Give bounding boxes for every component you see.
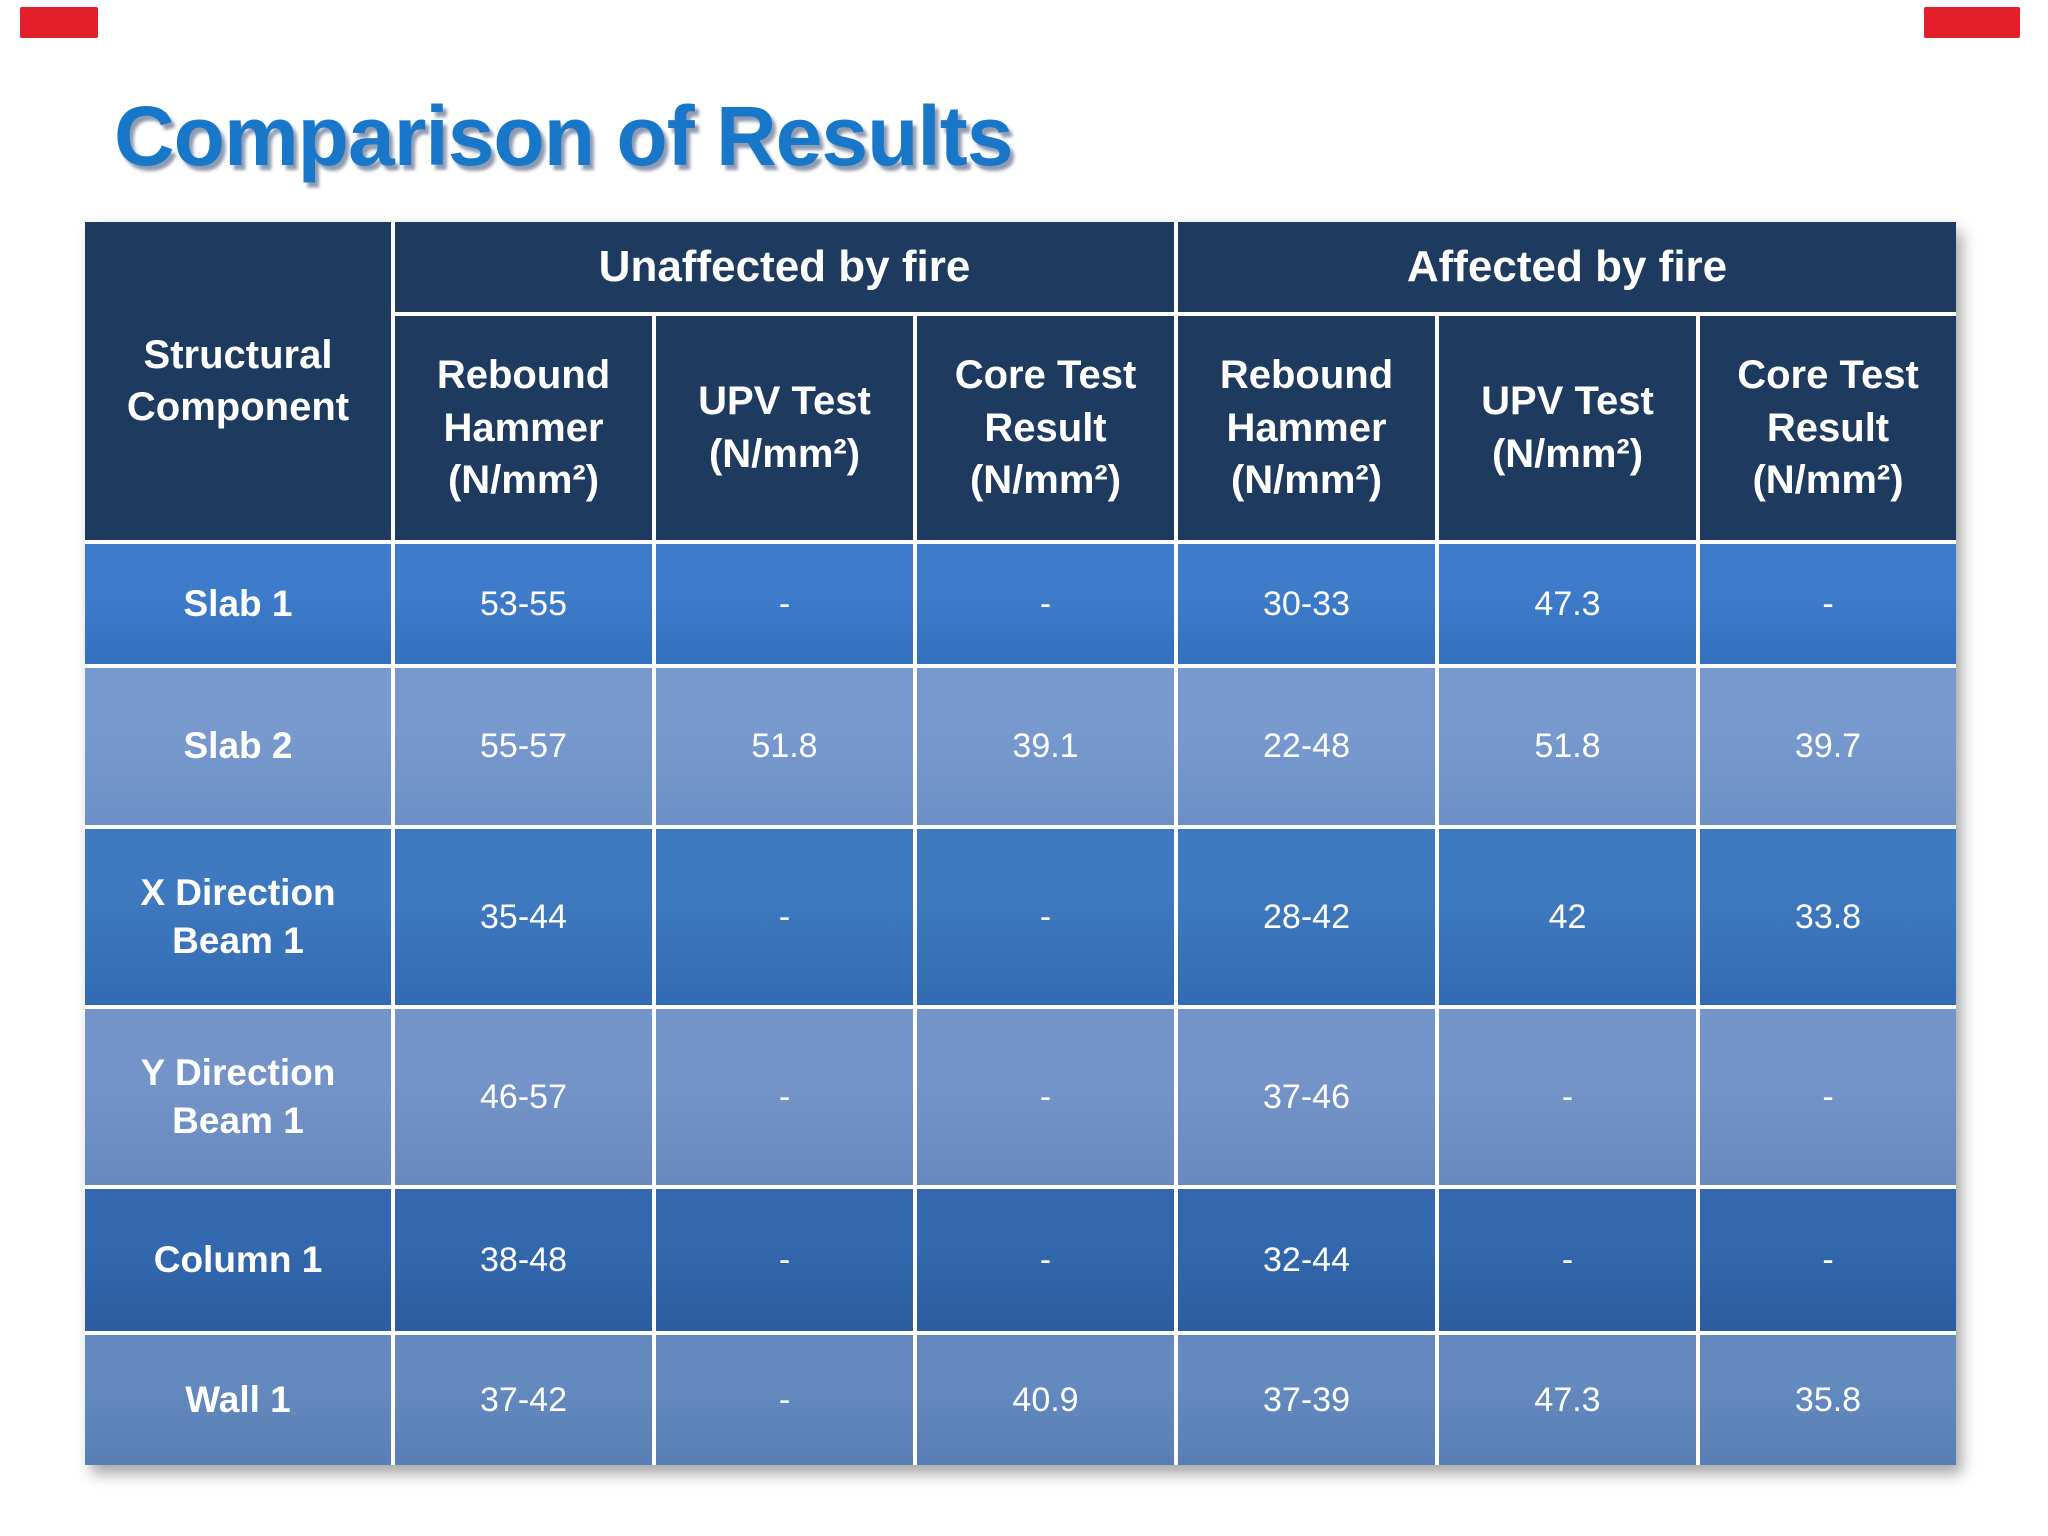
table-cell: -	[1439, 1009, 1696, 1185]
table-cell: 51.8	[1439, 668, 1696, 825]
column-header-upv-test-unaffected: UPV Test (N/mm²)	[656, 316, 913, 540]
group-header-unaffected: Unaffected by fire	[395, 222, 1174, 312]
table-cell: -	[917, 1009, 1174, 1185]
table-cell: 28-42	[1178, 829, 1435, 1005]
table-cell: 53-55	[395, 544, 652, 664]
recording-mark-left	[20, 7, 98, 38]
column-header-rebound-hammer-affected: Rebound Hammer (N/mm²)	[1178, 316, 1435, 540]
table-cell: -	[917, 544, 1174, 664]
table-cell: 37-39	[1178, 1335, 1435, 1465]
table-cell: -	[1439, 1189, 1696, 1331]
table-cell: 33.8	[1700, 829, 1956, 1005]
table-cell: 22-48	[1178, 668, 1435, 825]
table-cell: 47.3	[1439, 1335, 1696, 1465]
row-header-slab-1: Slab 1	[85, 544, 391, 664]
comparison-results-table: Structural Component Unaffected by fire …	[85, 222, 1956, 1465]
table-corner-header: Structural Component	[85, 222, 391, 540]
table-cell: 37-42	[395, 1335, 652, 1465]
table-cell: -	[656, 1009, 913, 1185]
page-title: Comparison of Results	[114, 89, 1013, 183]
row-header-column-1: Column 1	[85, 1189, 391, 1331]
table-cell: 47.3	[1439, 544, 1696, 664]
table-cell: -	[656, 1335, 913, 1465]
table-cell: 37-46	[1178, 1009, 1435, 1185]
table-cell: 55-57	[395, 668, 652, 825]
column-header-core-test-affected: Core Test Result (N/mm²)	[1700, 316, 1956, 540]
table-cell: 40.9	[917, 1335, 1174, 1465]
table-cell: 30-33	[1178, 544, 1435, 664]
row-header-x-direction-beam-1: X Direction Beam 1	[85, 829, 391, 1005]
column-header-rebound-hammer-unaffected: Rebound Hammer (N/mm²)	[395, 316, 652, 540]
table-cell: 46-57	[395, 1009, 652, 1185]
recording-mark-right	[1924, 7, 2020, 38]
column-header-upv-test-affected: UPV Test (N/mm²)	[1439, 316, 1696, 540]
table-cell: -	[656, 544, 913, 664]
row-header-wall-1: Wall 1	[85, 1335, 391, 1465]
table-cell: -	[1700, 544, 1956, 664]
table-cell: 32-44	[1178, 1189, 1435, 1331]
table-cell: -	[1700, 1189, 1956, 1331]
table-cell: 38-48	[395, 1189, 652, 1331]
group-header-affected: Affected by fire	[1178, 222, 1956, 312]
table-cell: 39.1	[917, 668, 1174, 825]
table-cell: -	[656, 829, 913, 1005]
table-cell: 39.7	[1700, 668, 1956, 825]
table-cell: -	[1700, 1009, 1956, 1185]
column-header-core-test-unaffected: Core Test Result (N/mm²)	[917, 316, 1174, 540]
table-cell: -	[656, 1189, 913, 1331]
table-cell: 42	[1439, 829, 1696, 1005]
table-cell: -	[917, 1189, 1174, 1331]
table-cell: -	[917, 829, 1174, 1005]
row-header-y-direction-beam-1: Y Direction Beam 1	[85, 1009, 391, 1185]
table-cell: 35-44	[395, 829, 652, 1005]
row-header-slab-2: Slab 2	[85, 668, 391, 825]
table-cell: 35.8	[1700, 1335, 1956, 1465]
table-cell: 51.8	[656, 668, 913, 825]
